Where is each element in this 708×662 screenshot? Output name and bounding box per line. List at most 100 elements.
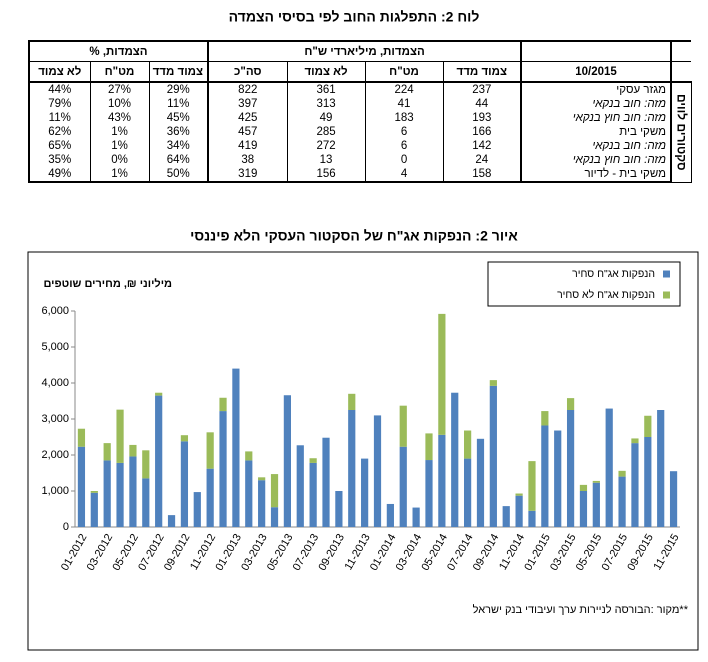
bar-segment [90,492,98,527]
bar-segment [155,395,163,527]
sector-name: מזה: חוב בנקאי [520,97,673,111]
bar-segment [90,491,98,493]
y-tick-label: 3,000 [41,413,69,425]
group-header: הצמדות, מיליארדי ש"ח [207,40,522,62]
table-value: 62% [27,125,91,139]
bar-segment [270,474,279,508]
bar-segment [605,408,613,527]
table-value: 156 [286,167,366,183]
bar-segment [566,398,575,410]
bar-segment [425,460,433,527]
table-value: 64% [148,153,209,167]
table-value: 49 [286,111,366,125]
table-value: 1% [89,125,150,139]
bar-segment [245,460,253,527]
bar-segment [155,392,163,396]
table-value: 183 [364,111,444,125]
bar-segment [438,313,446,435]
bar-segment [515,495,523,527]
bar-segment [142,478,150,527]
bar-segment [554,430,562,527]
y-tick-label: 1,000 [41,485,69,497]
table-value: 0 [364,153,444,167]
table-value: 1% [89,139,150,153]
debt-table: הצמדות, מיליארדי ש"ח הצמדות, % 10/2015 צמוד… [27,40,692,183]
table-row: מזה: חוב בנקאי 44 41 313 397 11% 10% 79% [27,97,691,111]
bar-segment [438,434,446,527]
bar-segment [322,437,330,527]
table-value: 35% [27,153,91,167]
table-value: 142 [442,139,522,153]
bar-segment [425,433,433,461]
column-header: לא צמוד [286,61,366,83]
side-label: סקטורים לווים [670,81,692,183]
group-header: הצמדות, % [27,40,209,62]
column-header: סה"כ [207,61,288,83]
bar-segment [451,392,459,527]
table-value: 65% [27,139,91,153]
bar-segment [283,395,291,527]
chart-frame [27,251,699,651]
column-header: מט"ח [364,61,444,83]
bar-segment [361,458,369,527]
source-note: **מקור :הבורסה לניירות ערך ועיבודי בנק י… [473,603,689,616]
bar-segment [270,507,279,527]
blank-cell [671,61,692,83]
table-value: 457 [207,125,288,139]
bar-segment [528,461,536,511]
table-value: 10% [89,97,150,111]
bar-segment [309,462,317,527]
bar-segment [579,491,588,527]
table-value: 13 [286,153,366,167]
bar-segment [399,405,407,447]
bar-segment [412,507,420,527]
table-value: 44 [442,97,522,111]
y-axis-label: מיליוני ₪, מחירים שוטפים [43,277,172,290]
y-tick-label: 5,000 [41,341,69,353]
table-value: 361 [286,82,366,97]
bar-segment [515,493,523,496]
table-value: 45% [148,111,209,125]
table-value: 41 [364,97,444,111]
bar-segment [592,482,600,527]
bar-segment [618,470,626,477]
table-row: משקי בית - לדיור 158 4 156 319 50% 1% 49% [27,167,691,183]
bar-segment [167,515,176,527]
y-tick-label: 4,000 [41,377,69,389]
table-value: 237 [442,82,522,97]
sector-name: משקי בית [520,125,673,139]
bar-segment [258,480,266,527]
table-row: משקי בית 166 6 285 457 36% 1% 62% [27,125,691,139]
bar-segment [245,451,253,461]
bar-segment [464,458,472,527]
chart-title: איור 2: הנפקות אג"ח של הסקטור העסקי הלא … [190,228,518,244]
bar-segment [541,425,549,527]
bar-segment [103,460,111,527]
table-value: 27% [89,82,150,97]
bar-segment [258,477,266,481]
table-value: 397 [207,97,288,111]
table-row: מזה: חוב חוץ בנקאי 193 183 49 425 45% 43% 11% [27,111,691,125]
table-value: 24 [442,153,522,167]
bar-segment [309,458,317,463]
table-value: 6 [364,125,444,139]
column-header: לא צמוד [27,61,91,83]
table-value: 822 [207,82,288,97]
table-value: 158 [442,167,522,183]
table-value: 44% [27,82,91,97]
bar-segment [129,456,137,527]
column-header: מט"ח [89,61,150,83]
table-value: 425 [207,111,288,125]
bar-segment [644,415,652,437]
sector-name: מזה: חוב חוץ בנקאי [520,153,673,167]
table-value: 50% [148,167,209,183]
legend-label: הנפקות אג"ח לא סחיר [557,289,655,301]
table-value: 193 [442,111,522,125]
bar-segment [592,480,600,483]
bar-segment [631,443,639,527]
bar-segment [618,476,626,527]
sector-name: מזה: חוב בנקאי [520,139,673,153]
header-cell [520,40,673,62]
